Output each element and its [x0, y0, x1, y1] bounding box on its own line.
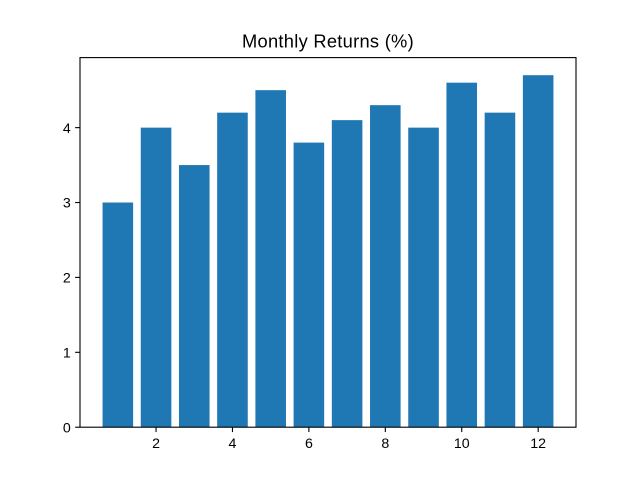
svg-text:10: 10 [454, 436, 470, 452]
svg-text:2: 2 [152, 436, 160, 452]
svg-text:8: 8 [381, 436, 389, 452]
svg-text:12: 12 [530, 436, 546, 452]
svg-text:Monthly Returns (%): Monthly Returns (%) [242, 31, 414, 52]
svg-text:1: 1 [63, 346, 71, 362]
svg-text:2: 2 [63, 271, 71, 287]
svg-text:0: 0 [63, 420, 71, 436]
svg-text:6: 6 [305, 436, 313, 452]
svg-text:4: 4 [63, 121, 71, 137]
svg-text:3: 3 [63, 196, 71, 212]
svg-text:4: 4 [229, 436, 237, 452]
